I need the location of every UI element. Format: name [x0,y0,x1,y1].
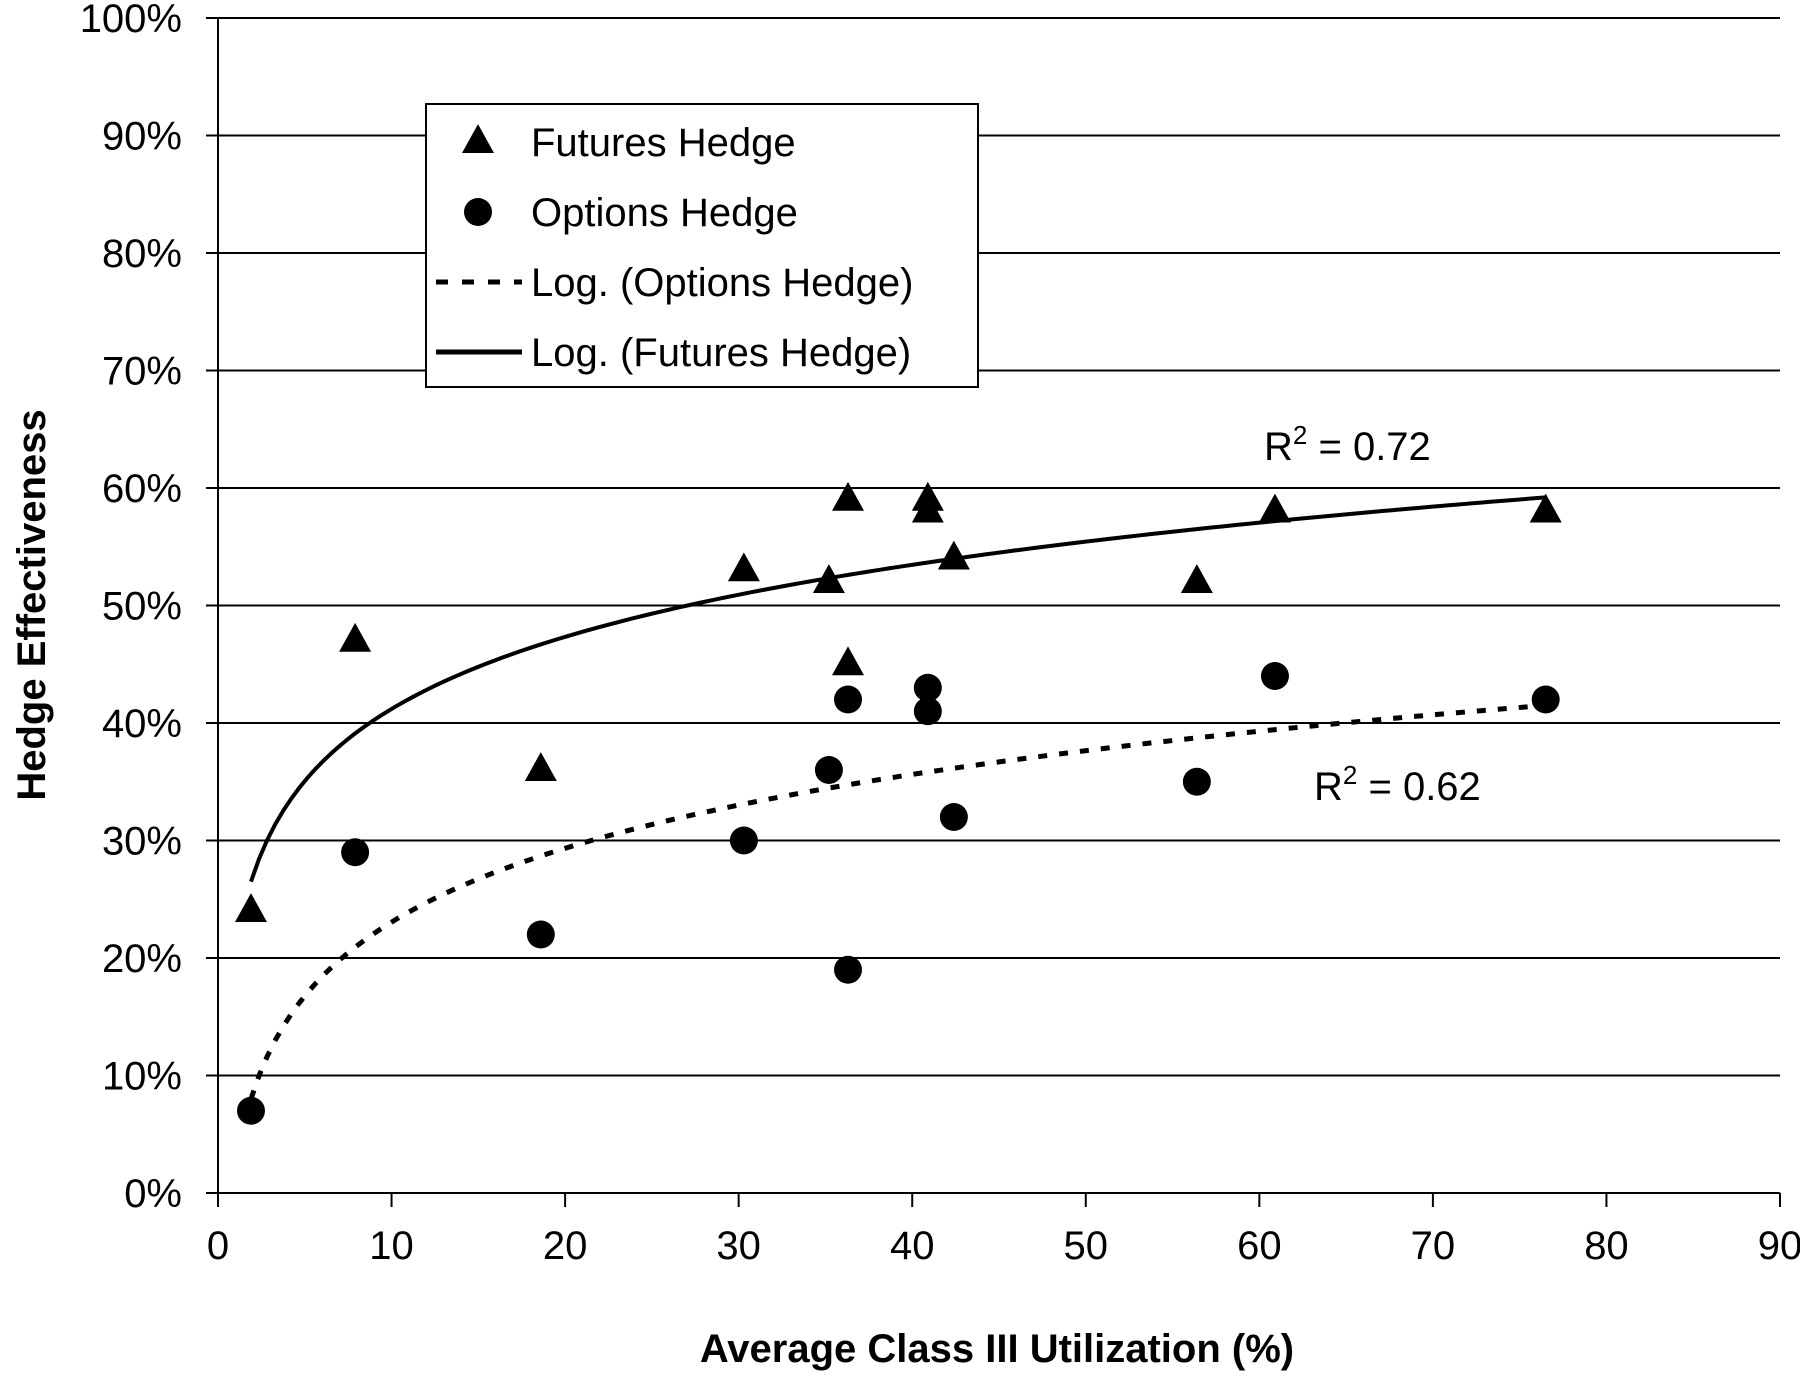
options-point [1260,662,1289,690]
y-tick-label: 0% [124,1172,182,1216]
futures-point [727,552,760,582]
y-tick-label: 20% [102,937,182,981]
y-tick-label: 10% [102,1055,182,1099]
options-point [341,838,370,867]
y-tick-label: 60% [102,467,182,511]
trendline-options [248,702,1546,1100]
x-tick-label: 80 [1584,1224,1629,1268]
futures-point [832,646,865,676]
options-point [913,697,942,726]
y-tick-label: 50% [102,585,182,629]
options-point [1531,685,1560,714]
y-tick-label: 30% [102,820,182,864]
y-axis-title: Hedge Effectiveness [10,409,54,800]
annotations: R2 = 0.72 R2 = 0.62 [1264,420,1481,809]
futures-point [812,564,845,593]
legend: Futures Hedge Options Hedge Log. (Options … [425,103,979,388]
x-tick-label: 60 [1237,1224,1282,1268]
futures-point [339,622,372,652]
axes: 0% 10% 20% 30% 40% 50% 60% 70% 80% 90% 100% 0 10 20 30… [80,0,1800,1268]
x-tick-label: 70 [1411,1224,1456,1268]
options-point [834,955,863,984]
options-point [1182,767,1211,796]
legend-label: Log. (Options Hedge) [531,261,913,305]
trendlines [248,495,1546,1100]
y-tick-label: 70% [102,350,182,394]
y-tick-label: 90% [102,115,182,159]
x-tick-label: 50 [1064,1224,1109,1268]
y-tick-label: 40% [102,702,182,746]
options-point [939,803,968,831]
options-point [913,673,942,702]
futures-point [1180,564,1213,593]
y-tick-label: 100% [80,0,182,41]
futures-point [832,481,865,511]
legend-label: Log. (Futures Hedge) [531,331,911,375]
options-point [526,920,555,949]
r-squared-options: R2 = 0.62 [1314,760,1481,809]
futures-point [234,893,267,922]
options-point [834,685,863,714]
futures-point [524,752,557,781]
legend-label: Options Hedge [531,191,798,235]
futures-point [937,540,970,570]
x-axis-title: Average Class III Utilization (%) [700,1327,1294,1371]
x-tick-label: 10 [369,1224,414,1268]
data-points [234,481,1562,1125]
legend-circle-icon [464,198,492,226]
y-tick-label: 80% [102,232,182,276]
futures-point [1529,493,1562,523]
x-tick-label: 90 [1758,1224,1800,1268]
x-tick-label: 40 [890,1224,935,1268]
legend-box [425,103,979,388]
x-tick-label: 20 [543,1224,588,1268]
r-squared-futures: R2 = 0.72 [1264,420,1431,469]
legend-label: Futures Hedge [531,121,796,165]
x-tick-label: 30 [716,1224,761,1268]
options-point [814,756,843,784]
legend-triangle-icon [462,124,494,153]
options-point [729,826,758,855]
futures-point [1258,493,1291,523]
trendline-futures [249,495,1546,883]
options-point [236,1096,265,1125]
x-tick-label: 0 [207,1224,229,1268]
futures-point [911,493,944,523]
